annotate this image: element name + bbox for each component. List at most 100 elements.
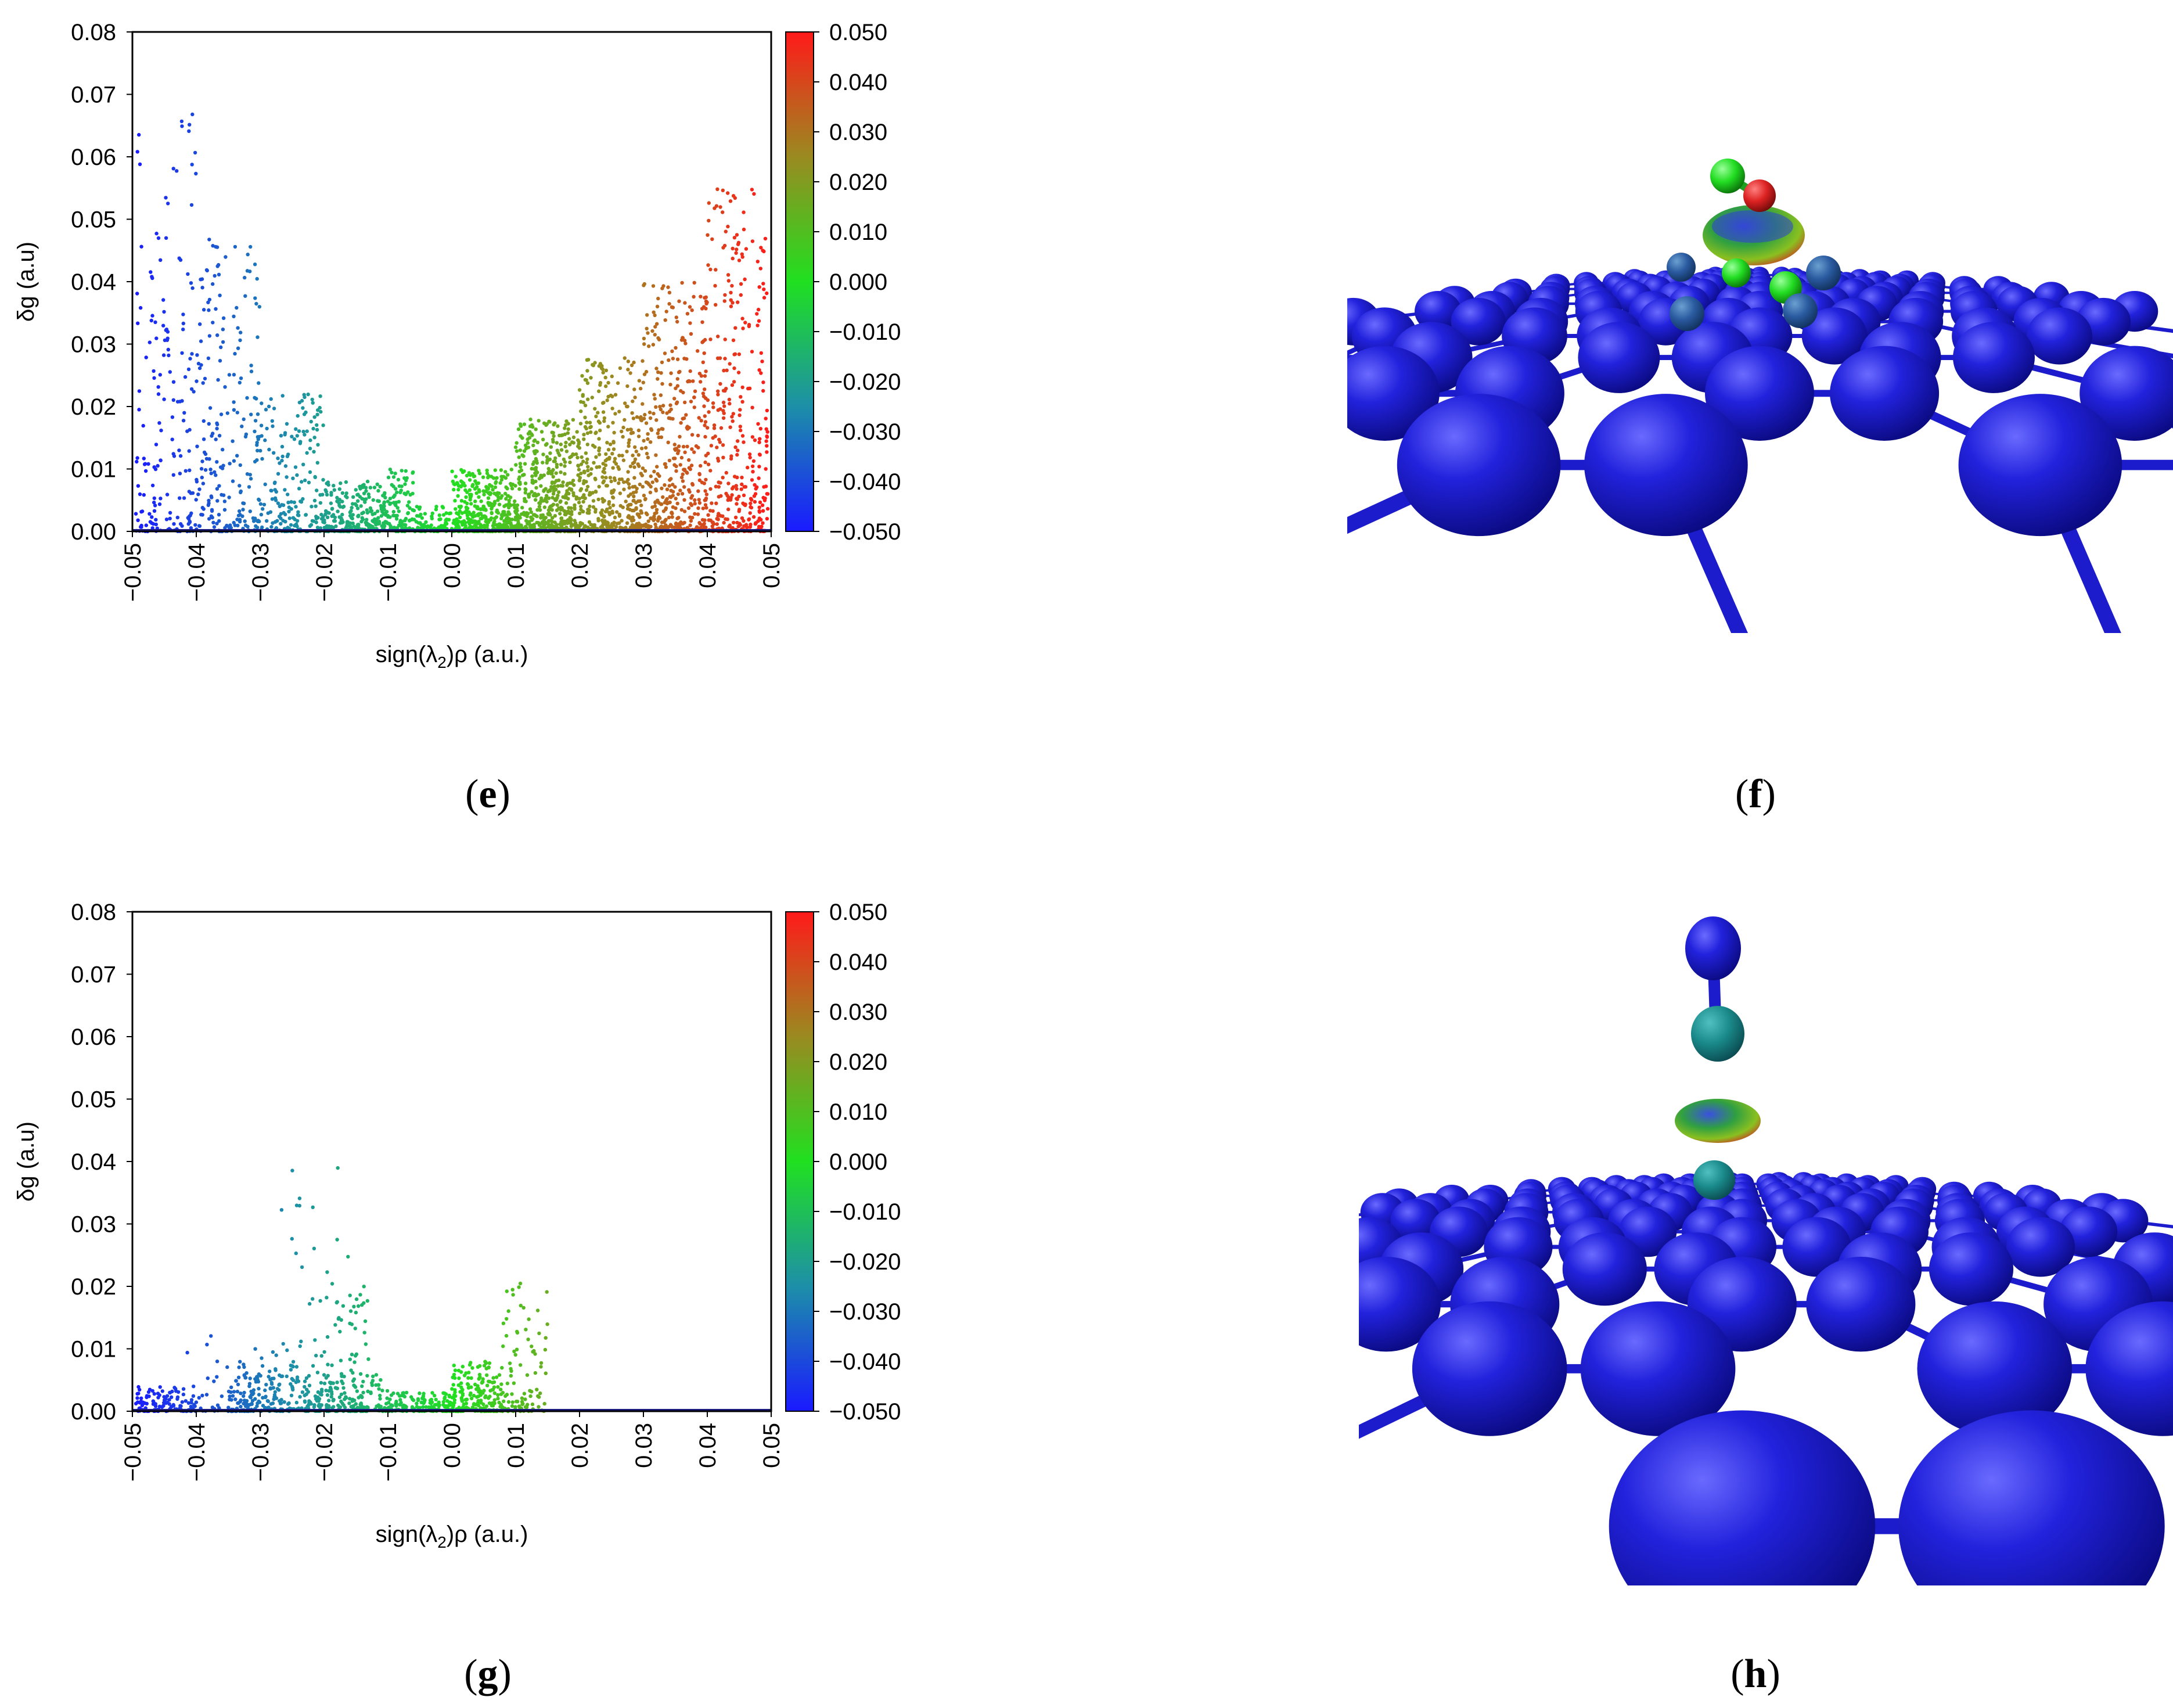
scatter-point <box>472 1403 476 1407</box>
scatter-point <box>263 1388 267 1393</box>
scatter-point <box>636 499 641 504</box>
scatter-point <box>510 1392 514 1396</box>
scatter-point <box>513 445 518 450</box>
scatter-point <box>642 416 646 420</box>
scatter-point <box>512 503 516 507</box>
scatter-point <box>756 307 761 312</box>
scatter-point <box>239 1404 243 1409</box>
scatter-point <box>559 505 563 510</box>
scatter-point <box>217 519 221 523</box>
scatter-point <box>417 514 421 518</box>
scatter-point <box>248 269 252 274</box>
scatter-point <box>228 1394 232 1398</box>
scatter-point <box>375 482 379 487</box>
scatter-point <box>286 492 290 497</box>
scatter-point <box>545 499 549 504</box>
scatter-point <box>566 521 570 526</box>
scatter-point <box>623 356 627 360</box>
scatter-point <box>257 498 261 502</box>
scatter-point <box>335 1386 340 1390</box>
scatter-point <box>165 1394 170 1398</box>
scatter-point <box>638 524 642 528</box>
scatter-point <box>296 413 300 418</box>
scatter-point <box>530 490 534 494</box>
graphene-atom <box>1397 394 1561 537</box>
y-tick-label: 0.07 <box>71 962 116 988</box>
scatter-point <box>340 499 344 504</box>
scatter-point <box>260 1364 265 1368</box>
scatter-point <box>250 1401 254 1406</box>
scatter-point <box>257 1372 261 1376</box>
scatter-point <box>260 401 264 405</box>
scatter-point <box>666 440 670 444</box>
scatter-point <box>211 520 215 524</box>
scatter-point <box>505 1393 509 1397</box>
scatter-point <box>476 1394 481 1398</box>
scatter-point <box>522 473 526 477</box>
scatter-point <box>704 506 708 510</box>
scatter-point <box>496 510 501 515</box>
scatter-point <box>188 468 192 472</box>
scatter-point <box>314 516 319 520</box>
scatter-point <box>708 487 713 491</box>
scatter-point <box>157 502 162 506</box>
scatter-point <box>274 498 278 502</box>
scatter-point <box>467 478 472 482</box>
scatter-point <box>150 526 154 530</box>
scatter-point <box>144 523 148 527</box>
scatter-point <box>481 1402 485 1407</box>
scatter-point <box>305 429 309 433</box>
scatter-point <box>593 407 597 411</box>
scatter-point <box>269 525 274 529</box>
scatter-point <box>570 509 574 514</box>
scatter-point <box>612 430 616 435</box>
scatter-point <box>335 499 339 504</box>
scatter-point <box>636 462 640 466</box>
scatter-point <box>641 484 645 489</box>
scatter-point <box>384 510 388 515</box>
scatter-point <box>490 474 494 479</box>
scatter-point <box>757 285 761 289</box>
scatter-point <box>731 338 736 343</box>
scatter-point <box>462 1373 467 1378</box>
scatter-point <box>524 519 528 523</box>
scatter-point <box>315 412 319 416</box>
scatter-point <box>672 397 677 401</box>
scatter-point <box>713 283 717 288</box>
colorbar-tick-label: 0.010 <box>829 220 887 245</box>
scatter-point <box>279 1401 283 1405</box>
scatter-point <box>555 441 559 445</box>
scatter-point <box>542 421 546 425</box>
scatter-point <box>278 461 282 465</box>
scatter-point <box>215 264 220 268</box>
scatter-point <box>682 498 686 502</box>
scatter-point <box>765 506 770 511</box>
scatter-points <box>132 1166 771 1414</box>
scatter-point <box>735 502 739 506</box>
scatter-point <box>610 452 614 456</box>
scatter-point <box>633 526 637 530</box>
scatter-point <box>737 413 742 418</box>
scatter-point <box>631 416 636 420</box>
scatter-point <box>403 482 407 486</box>
scatter-point <box>632 494 636 498</box>
scatter-point <box>658 405 662 409</box>
atom-green <box>1710 159 1745 193</box>
scatter-point <box>678 434 682 439</box>
scatter-point <box>573 503 577 507</box>
scatter-point <box>260 434 264 438</box>
scatter-point <box>721 210 725 214</box>
scatter-point <box>370 1383 375 1387</box>
atom-steel <box>1783 293 1818 328</box>
scatter-point <box>523 1397 527 1401</box>
scatter-point <box>682 339 687 343</box>
scatter-point <box>250 1398 255 1403</box>
scatter-point <box>708 509 713 513</box>
graphene-bond <box>1055 1247 1145 1269</box>
scatter-point <box>588 504 592 509</box>
scatter-point <box>489 516 494 520</box>
scatter-point <box>215 499 220 503</box>
scatter-point <box>724 470 728 475</box>
scatter-point <box>382 501 386 505</box>
scatter-point <box>747 386 752 390</box>
